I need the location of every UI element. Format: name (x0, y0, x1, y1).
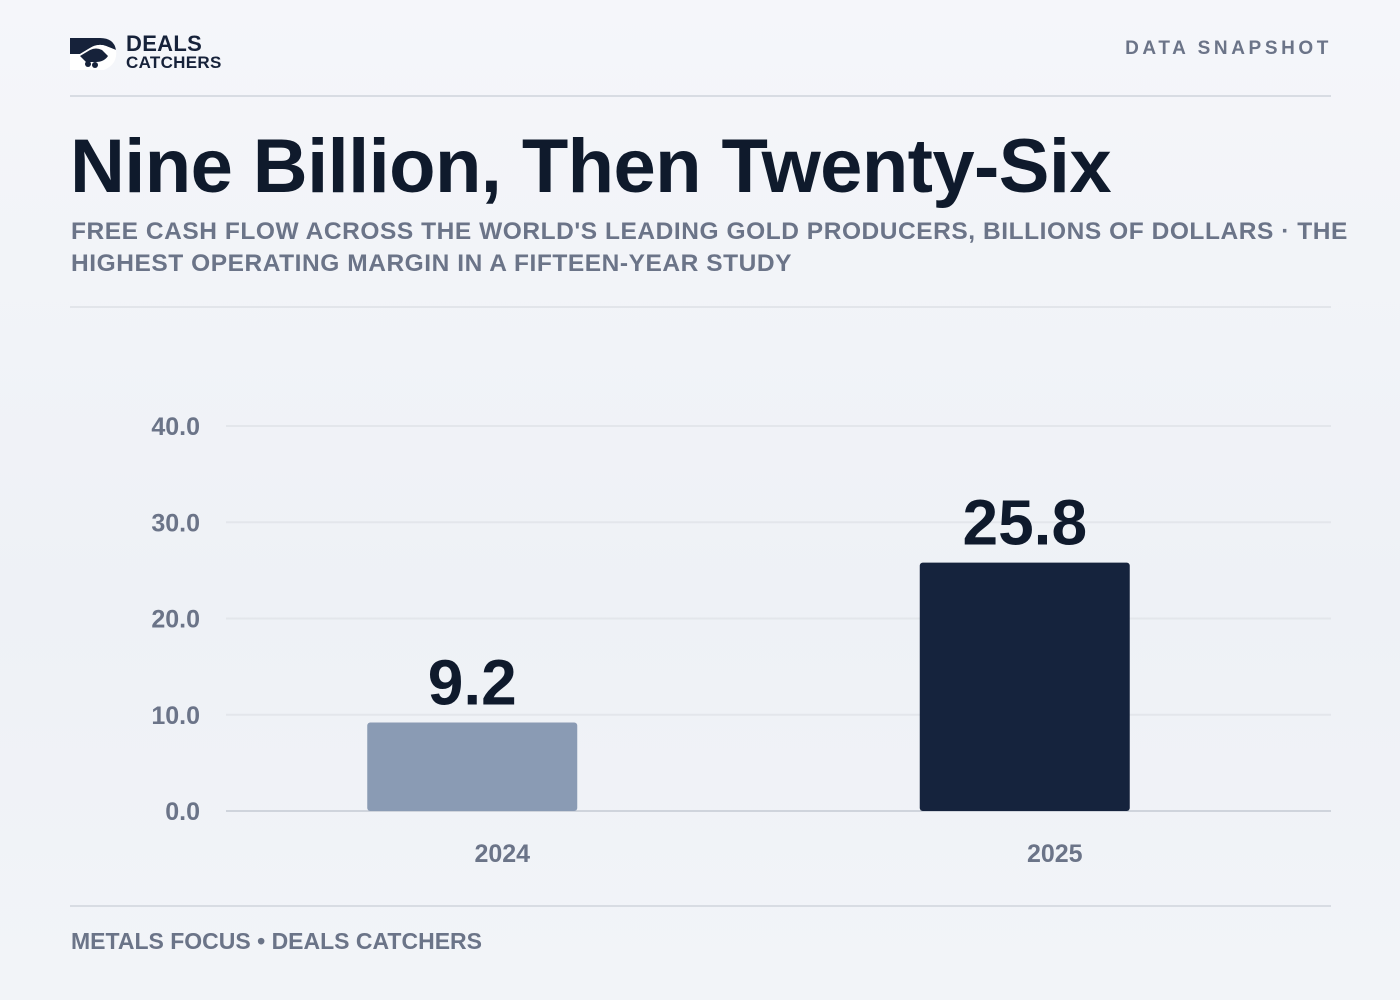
header: DEALS CATCHERS DATA SNAPSHOT (70, 30, 1332, 74)
handshake-logo-icon (70, 38, 117, 70)
bar-2024 (367, 722, 578, 811)
page-subtitle: FREE CASH FLOW ACROSS THE WORLD'S LEADIN… (71, 218, 1348, 277)
header-divider (70, 95, 1331, 97)
y-tick-label: 30.0 (151, 509, 200, 537)
x-tick-label-2025: 2025 (1027, 840, 1083, 868)
logo-text-line1: DEALS (126, 31, 203, 56)
bar-chart: 0.0 10.0 20.0 30.0 40.0 9.2 2024 25.8 2025 (0, 380, 1400, 890)
y-tick-label: 20.0 (151, 606, 200, 634)
subtitle-divider (70, 306, 1331, 308)
brand-logo: DEALS CATCHERS (70, 32, 240, 72)
bar-2025 (919, 562, 1130, 811)
y-tick-label: 10.0 (151, 702, 200, 730)
x-tick-label-2024: 2024 (474, 840, 530, 868)
y-tick-label: 40.0 (151, 413, 200, 441)
source-credit: METALS FOCUS • DEALS CATCHERS (71, 928, 482, 954)
data-label-2024: 9.2 (428, 646, 517, 718)
logo-text-line2: CATCHERS (126, 53, 222, 72)
data-snapshot-tag: DATA SNAPSHOT (1125, 38, 1332, 59)
page-title: Nine Billion, Then Twenty-Six (70, 124, 1112, 209)
data-label-2025: 25.8 (962, 487, 1087, 559)
bar-chart-svg: 0.0 10.0 20.0 30.0 40.0 9.2 2024 25.8 2025 (151, 413, 1331, 868)
y-tick-label: 0.0 (165, 798, 200, 826)
footer-divider (70, 905, 1331, 907)
